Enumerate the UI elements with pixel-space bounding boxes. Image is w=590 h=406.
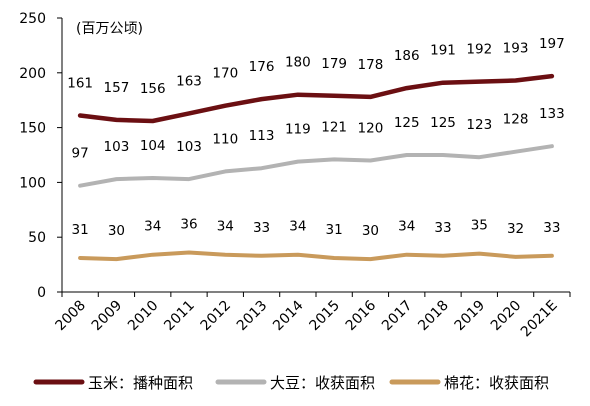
data-label: 157 <box>104 80 130 96</box>
data-label: 31 <box>72 222 89 238</box>
x-tick-label: 2018 <box>415 298 452 335</box>
x-tick-label: 2019 <box>452 298 489 335</box>
series-line <box>77 73 555 124</box>
x-tick-label: 2009 <box>89 298 126 335</box>
x-tick-label: 2008 <box>52 298 89 335</box>
data-label: 128 <box>503 112 529 128</box>
data-label: 35 <box>471 218 488 234</box>
unit-label: (百万公顷) <box>76 21 143 37</box>
x-tick-label: 2011 <box>161 298 198 335</box>
legend-label: 大豆：收获面积 <box>270 374 375 392</box>
y-tick-label: 0 <box>37 285 46 301</box>
x-tick-label: 2013 <box>234 298 271 335</box>
data-label: 125 <box>394 115 420 131</box>
y-tick-label: 150 <box>19 121 46 137</box>
data-label: 33 <box>434 220 451 236</box>
data-label: 30 <box>362 223 379 239</box>
x-tick-label: 2016 <box>343 297 380 334</box>
x-tick-label: 2015 <box>306 298 343 335</box>
data-label: 110 <box>212 131 238 147</box>
data-label: 31 <box>326 222 343 238</box>
x-axis: 2008 2009 2010 2011 2012 2013 2014 2015 2016 2017… <box>52 291 571 341</box>
data-label: 186 <box>394 48 420 64</box>
data-label: 170 <box>212 66 238 82</box>
series-lines <box>77 73 555 262</box>
data-label: 119 <box>285 122 311 138</box>
data-label: 103 <box>176 139 202 155</box>
data-label: 34 <box>144 219 161 235</box>
data-labels: 161 157 156 163 170 176 180 179 178 186 191 192 193 1… <box>67 36 564 239</box>
legend-label: 玉米：播种面积 <box>88 374 193 392</box>
data-label: 120 <box>358 120 384 136</box>
y-tick-label: 100 <box>19 175 46 191</box>
data-label: 113 <box>249 128 275 144</box>
data-label: 123 <box>466 117 492 133</box>
data-label: 178 <box>358 57 384 73</box>
data-label: 197 <box>539 36 565 52</box>
data-label: 125 <box>430 115 456 131</box>
data-label: 163 <box>176 73 202 89</box>
series-line <box>78 250 554 262</box>
data-label: 103 <box>104 139 130 155</box>
data-label: 32 <box>507 221 524 237</box>
data-label: 97 <box>72 146 89 162</box>
data-label: 180 <box>285 55 311 71</box>
data-label: 36 <box>180 217 197 233</box>
data-label: 161 <box>67 76 93 92</box>
data-label: 30 <box>108 223 125 239</box>
data-label: 133 <box>539 106 565 122</box>
x-tick-label: 2021E <box>518 298 561 341</box>
x-tick-label: 2012 <box>198 298 235 335</box>
data-label: 156 <box>140 81 166 97</box>
y-tick-label: 200 <box>19 66 46 82</box>
legend: 玉米：播种面积 大豆：收获面积 棉花：收获面积 <box>33 374 549 392</box>
data-label: 193 <box>503 40 529 56</box>
data-label: 121 <box>321 119 347 135</box>
series-line <box>78 144 554 188</box>
y-axis: 0 50 100 150 200 250 <box>19 11 63 301</box>
y-tick-label: 250 <box>19 11 46 27</box>
data-label: 34 <box>398 219 415 235</box>
data-label: 34 <box>217 219 234 235</box>
data-label: 34 <box>289 219 306 235</box>
x-tick-label: 2017 <box>379 298 416 335</box>
data-label: 33 <box>543 220 560 236</box>
y-tick-label: 50 <box>28 230 46 246</box>
data-label: 179 <box>321 56 347 72</box>
data-label: 33 <box>253 220 270 236</box>
x-tick-label: 2014 <box>270 297 307 334</box>
data-label: 191 <box>430 43 456 59</box>
data-label: 104 <box>140 138 166 154</box>
legend-label: 棉花：收获面积 <box>444 374 549 392</box>
data-label: 176 <box>249 59 275 75</box>
data-label: 192 <box>466 42 492 58</box>
x-tick-label: 2010 <box>125 298 162 335</box>
